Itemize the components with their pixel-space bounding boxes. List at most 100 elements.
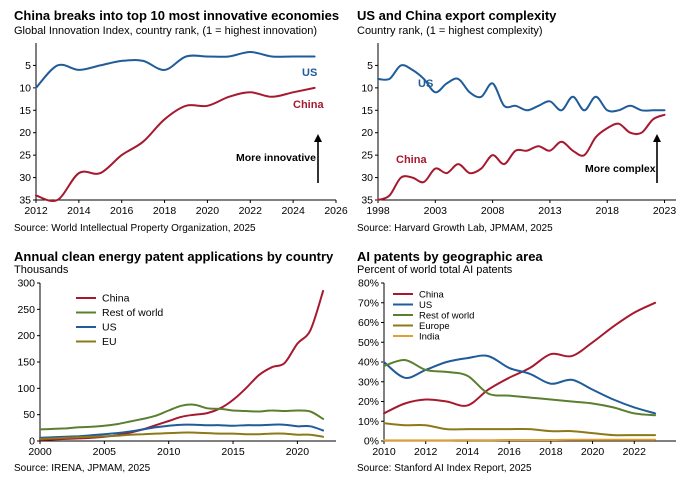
y-tick-label: 200: [17, 330, 35, 342]
y-tick-label: 80%: [358, 278, 379, 290]
series-line-us: [383, 354, 657, 415]
x-tick-label: 2010: [372, 446, 396, 458]
x-tick-label: 2020: [286, 446, 310, 458]
y-tick-label: 0%: [364, 436, 379, 448]
legend-label: Europe: [419, 321, 450, 332]
y-tick-label: 250: [17, 304, 35, 316]
x-tick-label: 2010: [157, 446, 181, 458]
y-tick-label: 15: [19, 105, 31, 117]
series-line-china: [35, 86, 316, 202]
y-tick-label: 0: [29, 436, 35, 448]
legend-label: Rest of world: [102, 307, 163, 319]
x-tick-label: 2020: [581, 446, 605, 458]
legend-label: China: [102, 293, 130, 305]
series-line-india: [383, 438, 657, 442]
annotation-arrow-head: [314, 134, 322, 142]
x-tick-label: 2000: [28, 446, 52, 458]
x-tick-label: 2014: [456, 446, 480, 458]
x-tick-label: 2012: [24, 205, 48, 217]
x-tick-label: 2018: [153, 205, 177, 217]
x-tick-label: 2012: [414, 446, 438, 458]
x-tick-label: 2018: [596, 205, 620, 217]
x-tick-label: 2018: [539, 446, 563, 458]
y-tick-label: 20%: [358, 396, 379, 408]
chart-source: Source: Harvard Growth Lab, JPMAM, 2025: [357, 223, 553, 234]
series-label-china: China: [396, 154, 427, 166]
x-tick-label: 2026: [324, 205, 348, 217]
y-tick-label: 150: [17, 357, 35, 369]
chart-source: Source: Stanford AI Index Report, 2025: [357, 463, 532, 474]
y-tick-label: 30: [361, 172, 373, 184]
y-tick-label: 35: [19, 195, 31, 207]
x-tick-label: 2016: [110, 205, 134, 217]
series-line-us: [39, 423, 325, 439]
x-tick-label: 2016: [497, 446, 521, 458]
y-tick-label: 20: [361, 127, 373, 139]
x-tick-label: 2023: [653, 205, 677, 217]
chart-title: Annual clean energy patent applications …: [14, 249, 334, 264]
chart-subtitle: Thousands: [14, 264, 69, 276]
series-line-us: [35, 51, 316, 89]
chart-title: US and China export complexity: [357, 8, 557, 23]
y-tick-label: 25: [361, 150, 373, 162]
y-tick-label: 5: [25, 60, 31, 72]
y-tick-label: 40%: [358, 357, 379, 369]
x-tick-label: 2008: [481, 205, 505, 217]
x-tick-label: 2024: [281, 205, 305, 217]
series-line-rest-of-world: [39, 403, 325, 431]
y-tick-label: 15: [361, 105, 373, 117]
series-line-us: [377, 64, 666, 113]
y-tick-label: 25: [19, 150, 31, 162]
x-tick-label: 2003: [424, 205, 448, 217]
chart-source: Source: World Intellectual Property Orga…: [14, 223, 256, 234]
y-tick-label: 70%: [358, 297, 379, 309]
chart-title: China breaks into top 10 most innovative…: [14, 8, 340, 23]
y-tick-label: 20: [19, 127, 31, 139]
legend-label: EU: [102, 336, 117, 348]
series-line-china: [383, 301, 657, 415]
series-line-china: [377, 113, 666, 201]
y-tick-label: 5: [367, 60, 373, 72]
legend-label: US: [102, 322, 117, 334]
y-tick-label: 10: [361, 82, 373, 94]
legend-label: China: [419, 290, 445, 301]
x-tick-label: 2022: [623, 446, 647, 458]
annotation-text: More complex: [585, 163, 656, 175]
x-tick-label: 1998: [366, 205, 390, 217]
series-label-us: US: [302, 67, 317, 79]
series-line-china: [39, 289, 325, 441]
chart-source: Source: IRENA, JPMAM, 2025: [14, 463, 151, 474]
chart-clean: 0 50 100 150 200 250 300 2000 2005 2010 2015 2020 Ch…: [17, 278, 336, 458]
y-tick-label: 10%: [358, 416, 379, 428]
legend-label: India: [419, 332, 440, 343]
y-tick-label: 30: [19, 172, 31, 184]
chart-subtitle: Global Innovation Index, country rank, (…: [14, 25, 317, 37]
series-label-us: US: [418, 78, 433, 90]
legend-label: Rest of world: [419, 311, 474, 322]
x-tick-label: 2015: [221, 446, 245, 458]
x-tick-label: 2013: [538, 205, 562, 217]
y-tick-label: 50: [23, 409, 35, 421]
series-line-europe: [383, 422, 657, 437]
legend-label: US: [419, 300, 432, 311]
annotation-arrow-head: [653, 134, 661, 142]
y-tick-label: 35: [361, 195, 373, 207]
y-tick-label: 60%: [358, 317, 379, 329]
chart-subtitle: Percent of world total AI patents: [357, 264, 513, 276]
y-tick-label: 300: [17, 278, 35, 290]
x-tick-label: 2014: [67, 205, 91, 217]
y-tick-label: 10: [19, 82, 31, 94]
x-tick-label: 2022: [239, 205, 263, 217]
y-tick-label: 100: [17, 383, 35, 395]
series-label-china: China: [293, 99, 324, 111]
x-tick-label: 2005: [93, 446, 117, 458]
series-line-eu: [39, 431, 325, 440]
series-line-rest-of-world: [383, 358, 657, 417]
y-tick-label: 50%: [358, 337, 379, 349]
chart-title: AI patents by geographic area: [357, 249, 543, 264]
annotation-text: More innovative: [236, 152, 316, 164]
chart-ai: 0% 10% 20% 30% 40% 50% 60% 70% 80% 2010 2012 2014 20…: [358, 278, 676, 458]
